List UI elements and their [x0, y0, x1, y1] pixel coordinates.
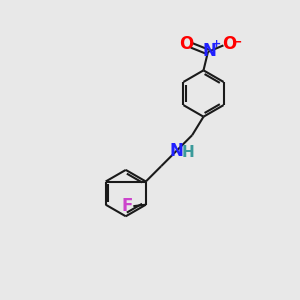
Text: N: N [202, 42, 216, 60]
Text: O: O [222, 35, 236, 53]
Text: H: H [182, 145, 194, 160]
Text: F: F [121, 197, 133, 215]
Text: −: − [232, 35, 242, 48]
Text: +: + [212, 39, 221, 49]
Text: N: N [170, 142, 184, 160]
Text: O: O [179, 35, 194, 53]
